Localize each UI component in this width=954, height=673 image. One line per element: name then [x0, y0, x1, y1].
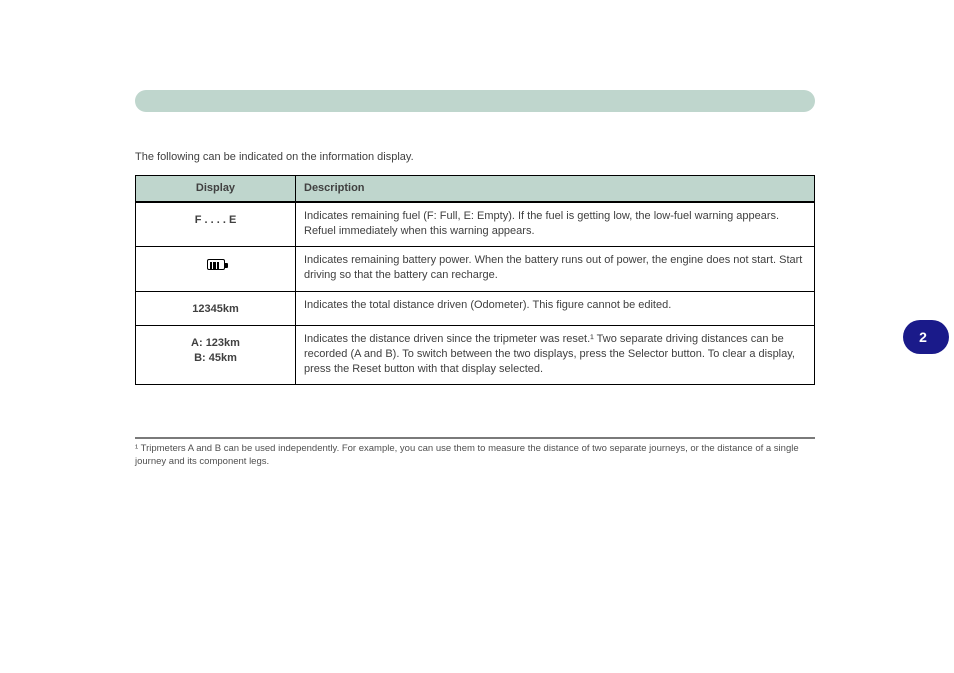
description-tripmeter: Indicates the distance driven since the … [296, 325, 815, 385]
table-header-display: Display [136, 175, 296, 201]
page-number-tab: 2 [903, 320, 949, 354]
description-fuel: Indicates remaining fuel (F: Full, E: Em… [296, 202, 815, 247]
page-number: 2 [919, 329, 927, 345]
footnote-separator [135, 437, 815, 439]
display-tripmeter: A: 123km B: 45km [136, 325, 296, 385]
display-fuel-gauge: F . . . . E [136, 202, 296, 247]
info-display-table: Display Description F . . . . E Indicate… [135, 175, 815, 386]
section-title-banner: About the Information Display [135, 90, 815, 112]
table-row: Indicates remaining battery power. When … [136, 247, 815, 292]
description-battery: Indicates remaining battery power. When … [296, 247, 815, 292]
table-row: A: 123km B: 45km Indicates the distance … [136, 325, 815, 385]
display-odometer: 12345km [136, 292, 296, 326]
battery-icon [207, 259, 225, 275]
footnote-text: ¹ Tripmeters A and B can be used indepen… [135, 443, 823, 469]
display-battery [136, 247, 296, 292]
table-row: 12345km Indicates the total distance dri… [136, 292, 815, 326]
description-odometer: Indicates the total distance driven (Odo… [296, 292, 815, 326]
intro-paragraph: The following can be indicated on the in… [135, 150, 823, 165]
table-row: F . . . . E Indicates remaining fuel (F:… [136, 202, 815, 247]
table-header-description: Description [296, 175, 815, 201]
